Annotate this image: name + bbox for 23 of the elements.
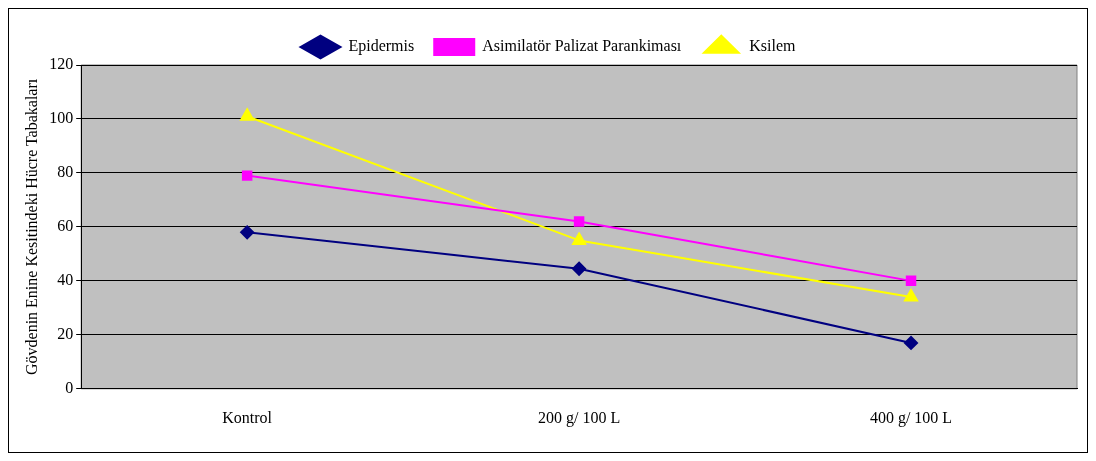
x-tick-label: 200 g/ 100 L — [537, 408, 621, 427]
point — [240, 225, 255, 240]
x-tick-label: Kontrol — [222, 408, 273, 426]
y-tick-label: 120 — [49, 55, 74, 73]
point — [572, 232, 587, 245]
y-tick-label: 0 — [65, 379, 74, 396]
legend-label: Ksilem — [749, 37, 797, 55]
point — [573, 216, 585, 227]
y-tick-label: 20 — [57, 325, 74, 343]
legend-label: Asimilatör Palizat Parankiması — [482, 37, 682, 55]
point — [905, 275, 917, 287]
y-tick-label: 100 — [49, 109, 74, 127]
point — [903, 289, 919, 302]
y-axis-title: Gövdenin Enine Kesitindeki Hücre Tabakaları — [22, 78, 40, 376]
point — [241, 170, 253, 181]
y-tick-label: 40 — [57, 271, 74, 289]
x-tick-label: 400 g/ 100 L — [869, 408, 953, 427]
legend-label: Epidermis — [348, 37, 415, 56]
point — [240, 108, 255, 121]
y-tick-label: 60 — [57, 217, 74, 235]
point — [572, 261, 587, 276]
y-tick-label: 80 — [57, 163, 74, 181]
point — [904, 335, 919, 350]
